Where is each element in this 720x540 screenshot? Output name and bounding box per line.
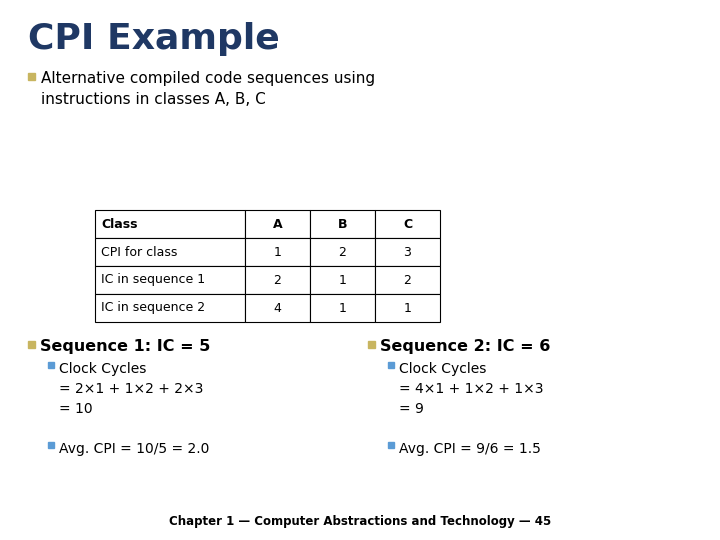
Bar	[245, 294, 310, 322]
Text: 1: 1	[338, 273, 346, 287]
Text: A: A	[273, 218, 282, 231]
Text: B: B	[338, 218, 347, 231]
Text: Alternative compiled code sequences using
instructions in classes A, B, C: Alternative compiled code sequences usin…	[41, 71, 375, 107]
Bar	[95, 238, 245, 266]
Bar	[95, 294, 245, 322]
Text: 1: 1	[274, 246, 282, 259]
Text: IC in sequence 1: IC in sequence 1	[101, 273, 205, 287]
Bar	[28, 341, 35, 348]
Bar	[95, 266, 245, 294]
Bar	[245, 238, 310, 266]
Text: 2: 2	[274, 273, 282, 287]
Bar	[245, 210, 310, 238]
Text: Clock Cycles
= 4×1 + 1×2 + 1×3
= 9: Clock Cycles = 4×1 + 1×2 + 1×3 = 9	[399, 362, 544, 416]
Text: 2: 2	[404, 273, 411, 287]
Bar	[245, 266, 310, 294]
Bar	[48, 362, 54, 368]
Text: 4: 4	[274, 301, 282, 314]
Text: Chapter 1 — Computer Abstractions and Technology — 45: Chapter 1 — Computer Abstractions and Te…	[169, 515, 551, 528]
Bar	[95, 210, 245, 238]
Text: IC in sequence 2: IC in sequence 2	[101, 301, 205, 314]
Bar	[310, 238, 375, 266]
Text: Sequence 2: IC = 6: Sequence 2: IC = 6	[380, 339, 550, 354]
Text: CPI for class: CPI for class	[101, 246, 177, 259]
Text: Avg. CPI = 10/5 = 2.0: Avg. CPI = 10/5 = 2.0	[59, 442, 210, 456]
Text: 1: 1	[338, 301, 346, 314]
Text: Sequence 1: IC = 5: Sequence 1: IC = 5	[40, 339, 210, 354]
Bar	[368, 341, 375, 348]
Bar	[28, 73, 35, 80]
Bar	[375, 210, 440, 238]
Bar	[388, 362, 394, 368]
Bar	[310, 294, 375, 322]
Text: Class: Class	[101, 218, 138, 231]
Bar	[310, 266, 375, 294]
Text: Clock Cycles
= 2×1 + 1×2 + 2×3
= 10: Clock Cycles = 2×1 + 1×2 + 2×3 = 10	[59, 362, 203, 416]
Text: 3: 3	[404, 246, 411, 259]
Bar	[375, 238, 440, 266]
Text: 1: 1	[404, 301, 411, 314]
Bar	[388, 442, 394, 448]
Text: Avg. CPI = 9/6 = 1.5: Avg. CPI = 9/6 = 1.5	[399, 442, 541, 456]
Bar	[375, 294, 440, 322]
Bar	[375, 266, 440, 294]
Bar	[48, 442, 54, 448]
Bar	[310, 210, 375, 238]
Text: CPI Example: CPI Example	[28, 22, 280, 56]
Text: 2: 2	[338, 246, 346, 259]
Text: C: C	[403, 218, 412, 231]
